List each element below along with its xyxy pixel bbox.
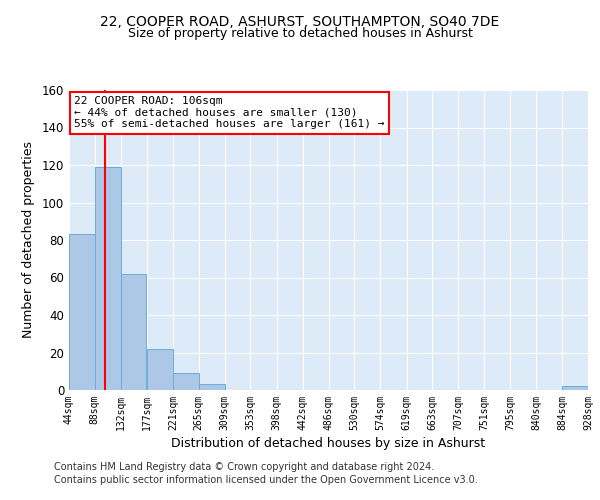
Bar [147,349,173,390]
Text: Size of property relative to detached houses in Ashurst: Size of property relative to detached ho… [128,28,472,40]
Bar [173,373,199,390]
Y-axis label: Number of detached properties: Number of detached properties [22,142,35,338]
Bar [562,386,588,390]
Text: Contains HM Land Registry data © Crown copyright and database right 2024.: Contains HM Land Registry data © Crown c… [54,462,434,472]
Bar [121,274,146,390]
Bar [95,167,121,390]
Bar [199,384,224,390]
Text: Contains public sector information licensed under the Open Government Licence v3: Contains public sector information licen… [54,475,478,485]
Text: 22 COOPER ROAD: 106sqm
← 44% of detached houses are smaller (130)
55% of semi-de: 22 COOPER ROAD: 106sqm ← 44% of detached… [74,96,385,129]
Bar [69,234,95,390]
Text: 22, COOPER ROAD, ASHURST, SOUTHAMPTON, SO40 7DE: 22, COOPER ROAD, ASHURST, SOUTHAMPTON, S… [100,15,500,29]
X-axis label: Distribution of detached houses by size in Ashurst: Distribution of detached houses by size … [172,437,485,450]
